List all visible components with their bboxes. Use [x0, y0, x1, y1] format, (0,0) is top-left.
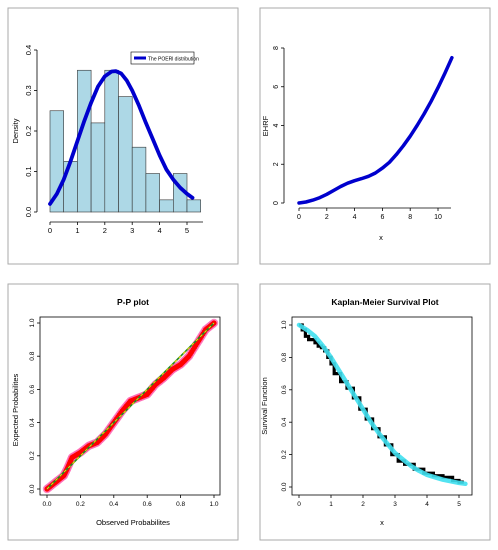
y-tick-label: 0.2 [24, 126, 33, 136]
y-tick-label: 0.4 [29, 418, 36, 427]
x-tick-label: 0.4 [109, 501, 118, 508]
histogram-bar [90, 122, 106, 213]
x-tick-label: 1 [75, 226, 79, 235]
y-tick-label: 0.1 [24, 166, 33, 176]
x-tick-label: 0 [297, 501, 301, 508]
x-tick-label: 0.8 [176, 501, 185, 508]
x-tick-label: 2 [103, 226, 107, 235]
km-fitted-curve [296, 322, 468, 487]
chart-title: P-P plot [117, 297, 149, 307]
plot-box [39, 316, 221, 496]
legend-label: The POERl distribution [148, 56, 199, 62]
histogram-bar [145, 173, 160, 213]
histogram-bar [118, 96, 133, 213]
y-tick-label: 0.0 [281, 482, 288, 491]
y-tick-label: 0.8 [29, 351, 36, 360]
y-tick-label: 0.0 [24, 207, 33, 217]
x-tick-label: 10 [434, 214, 442, 221]
x-tick-label: 6 [380, 214, 384, 221]
legend-box [130, 51, 195, 65]
x-tick-label: 0 [297, 214, 301, 221]
reference-line [46, 322, 215, 490]
density-curve [48, 69, 195, 206]
histogram-bar [186, 199, 201, 213]
y-tick-label: 2 [273, 162, 280, 166]
y-tick-label: 4 [273, 123, 280, 127]
panel-histogram: 0 1 2 3 4 5 0.0 0.1 0.2 0.3 0.4 Density The POERl… [7, 7, 239, 265]
y-tick-label: 0.6 [281, 385, 288, 394]
y-axis-label: EHRF [261, 115, 270, 136]
legend: The POERl distribution [130, 51, 199, 65]
y-tick-label: 0.8 [281, 353, 288, 362]
x-tick-label: 4 [425, 501, 429, 508]
y-tick-label: 1.0 [281, 320, 288, 329]
histogram-bar [131, 146, 147, 213]
panel-frame [259, 7, 491, 265]
x-tick-label: 1.0 [209, 501, 218, 508]
panel-ehrf: 0 2 4 6 8 10 0 2 4 6 8 x EHRF [259, 7, 491, 265]
panel-pp-plot: P-P plot 0.0 0.2 0.4 0.6 0.8 1.0 0.0 0.2 0.4 0.6… [7, 283, 239, 541]
y-tick-label: 0.6 [29, 385, 36, 394]
x-tick-label: 4 [158, 226, 162, 235]
x-tick-label: 5 [457, 501, 461, 508]
x-tick-label: 3 [130, 226, 134, 235]
x-axis-label: Observed Probabilites [96, 518, 170, 527]
y-tick-label: 0.4 [281, 417, 288, 426]
x-tick-label: 3 [393, 501, 397, 508]
panel-kaplan-meier: Kaplan-Meier Survival Plot 0 1 2 3 4 5 0.0 0.2… [259, 283, 491, 541]
histogram-bar [77, 69, 92, 213]
x-tick-label: 0.2 [76, 501, 85, 508]
y-tick-label: 0.3 [24, 85, 33, 95]
y-tick-label: 6 [273, 85, 280, 89]
x-axis-label: x [379, 233, 383, 242]
x-tick-label: 2 [361, 501, 365, 508]
plot-box [291, 316, 473, 496]
y-tick-label: 0.4 [24, 45, 33, 55]
x-tick-label: 0.6 [143, 501, 152, 508]
y-tick-label: 0.2 [281, 450, 288, 459]
x-tick-label: 0.0 [42, 501, 51, 508]
panel-frame [259, 283, 491, 541]
chart-title: Kaplan-Meier Survival Plot [331, 297, 438, 307]
y-axis-label: Survival Function [260, 377, 269, 435]
x-tick-label: 0 [48, 226, 52, 235]
x-tick-label: 2 [325, 214, 329, 221]
y-axis-label: Density [11, 118, 20, 143]
y-tick-label: 8 [273, 46, 280, 50]
x-axis-label: x [380, 518, 384, 527]
y-tick-label: 0.0 [29, 484, 36, 493]
x-tick-label: 5 [185, 226, 189, 235]
km-empirical-steps [299, 323, 464, 484]
x-tick-label: 1 [329, 501, 333, 508]
x-tick-label: 8 [408, 214, 412, 221]
y-tick-label: 0 [273, 201, 280, 205]
y-tick-label: 1.0 [29, 318, 36, 327]
x-tick-label: 4 [353, 214, 357, 221]
y-axis-label: Expected Probabilites [11, 373, 20, 446]
ehrf-curve [297, 55, 454, 205]
histogram-bar [104, 69, 119, 213]
y-tick-label: 0.2 [29, 451, 36, 460]
histogram-bar [159, 199, 174, 213]
